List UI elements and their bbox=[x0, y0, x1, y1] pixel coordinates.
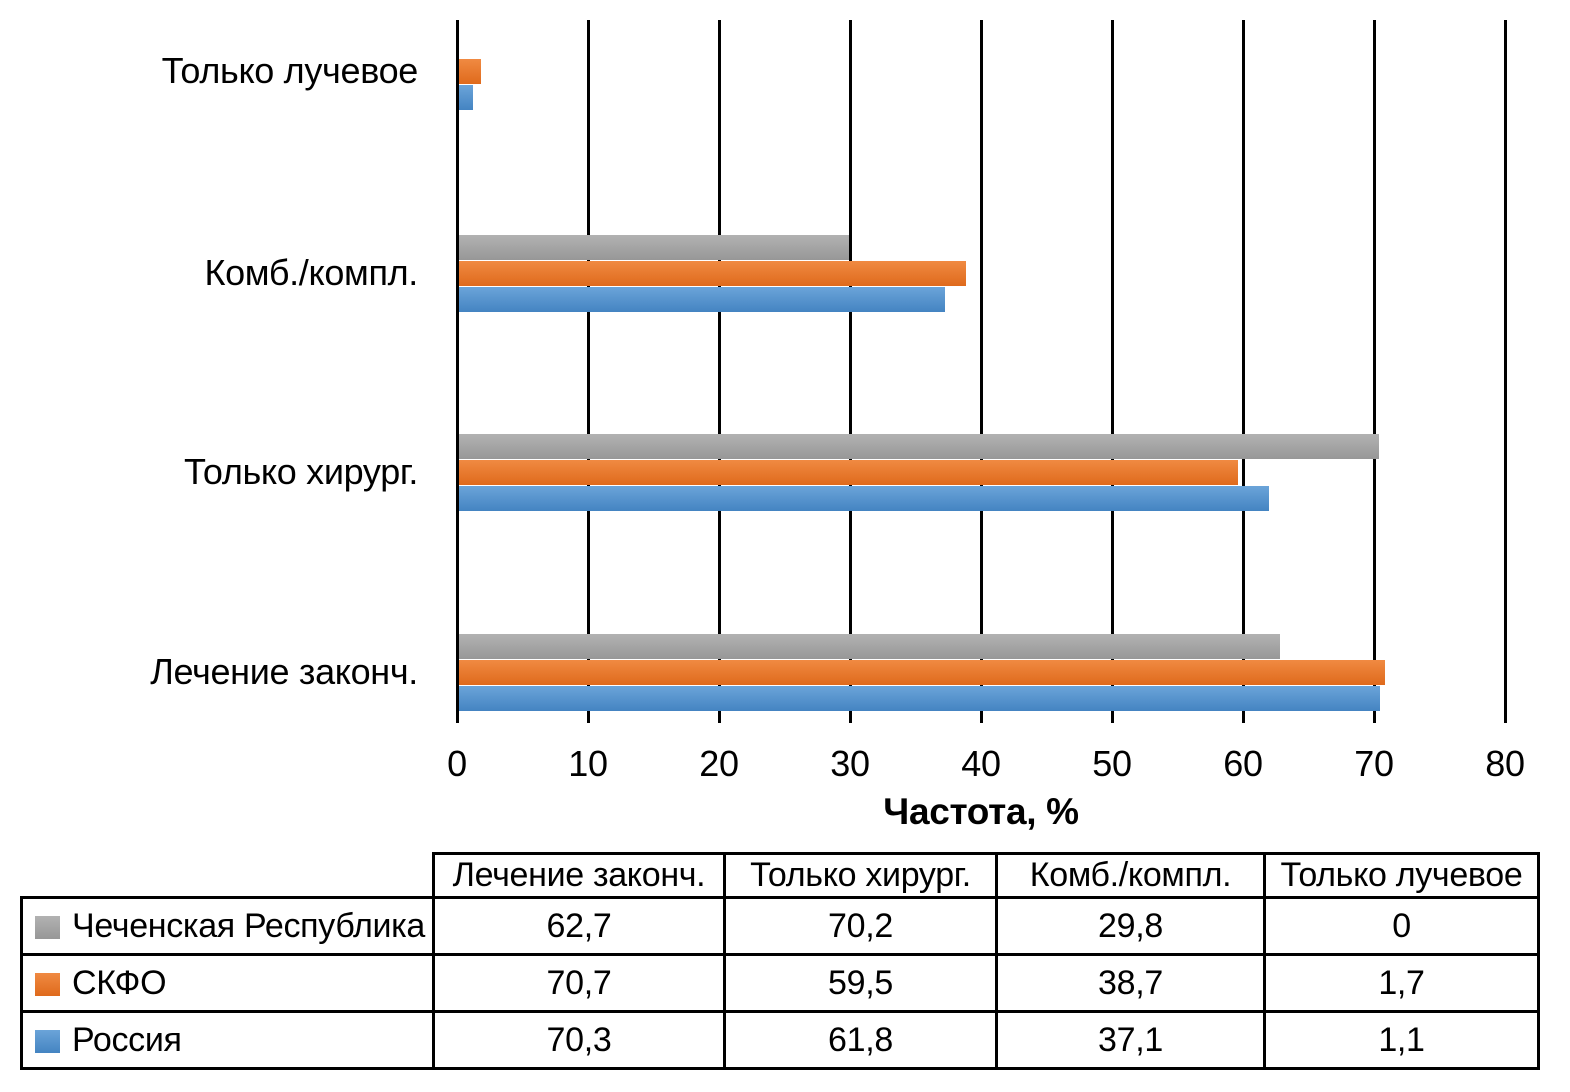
category-label: Только хирург. bbox=[184, 451, 418, 492]
legend-swatch-gray bbox=[35, 915, 60, 939]
axis-tick-mark bbox=[980, 711, 983, 723]
table-cell: 70,2 bbox=[723, 896, 998, 956]
gridline bbox=[456, 20, 459, 711]
axis-tick-mark bbox=[849, 711, 852, 723]
table-col-header: Только лучевое bbox=[1263, 852, 1540, 899]
table-cell: 29,8 bbox=[995, 896, 1266, 956]
x-tick-label: 60 bbox=[1223, 743, 1263, 784]
category-label: Комб./компл. bbox=[204, 252, 418, 293]
bar-series-1-cat-1 bbox=[459, 261, 966, 286]
gridline bbox=[587, 20, 590, 711]
bar-series-1-cat-3 bbox=[459, 660, 1385, 685]
legend-swatch-blue bbox=[35, 1029, 60, 1053]
x-tick-label: 80 bbox=[1485, 743, 1525, 784]
bar-series-2-cat-2 bbox=[459, 486, 1269, 511]
gridline bbox=[1504, 20, 1507, 711]
bar-chart: Частота, % 0 10 20 30 40 50 60 70 80 Только лучев… bbox=[150, 20, 1525, 832]
data-table: Лечение законч. Только хирург. Комб./ком… bbox=[20, 852, 1540, 1070]
gridline bbox=[718, 20, 721, 711]
table-cell: 1,7 bbox=[1263, 953, 1540, 1013]
table-row: СКФО 70,7 59,5 38,7 1,7 bbox=[20, 953, 1540, 1013]
table-cell: 38,7 bbox=[995, 953, 1266, 1013]
gridline bbox=[849, 20, 852, 711]
legend-cell: Россия bbox=[20, 1010, 435, 1070]
x-tick-label: 10 bbox=[568, 743, 608, 784]
bar-series-1-cat-0 bbox=[459, 59, 481, 84]
axis-tick-mark bbox=[1111, 711, 1114, 723]
table-cell: 70,3 bbox=[432, 1010, 726, 1070]
bar-series-2-cat-0 bbox=[459, 85, 473, 110]
table-col-header: Комб./компл. bbox=[995, 852, 1266, 899]
legend-label: СКФО bbox=[72, 963, 167, 1002]
table-header-row: Лечение законч. Только хирург. Комб./ком… bbox=[22, 852, 1540, 899]
x-tick-label: 30 bbox=[830, 743, 870, 784]
x-tick-label: 0 bbox=[447, 743, 467, 784]
axis-tick-mark bbox=[1242, 711, 1245, 723]
table-row: Чеченская Республика 62,7 70,2 29,8 0 bbox=[20, 896, 1540, 956]
table-cell: 62,7 bbox=[432, 896, 726, 956]
table-col-header: Лечение законч. bbox=[432, 852, 726, 899]
gridline bbox=[1111, 20, 1114, 711]
x-tick-label: 50 bbox=[1092, 743, 1132, 784]
bar-series-0-cat-2 bbox=[459, 434, 1379, 459]
data-table-wrap: Лечение законч. Только хирург. Комб./ком… bbox=[20, 852, 1540, 1070]
table-cell: 61,8 bbox=[723, 1010, 998, 1070]
axis-tick-mark bbox=[1504, 711, 1507, 723]
category-label: Лечение законч. bbox=[150, 651, 418, 692]
legend-cell: СКФО bbox=[20, 953, 435, 1013]
legend-label: Чеченская Республика bbox=[72, 906, 426, 945]
category-label: Только лучевое bbox=[161, 50, 419, 91]
table-col-header: Только хирург. bbox=[723, 852, 998, 899]
x-tick-label: 70 bbox=[1354, 743, 1394, 784]
axis-tick-mark bbox=[456, 711, 459, 723]
x-tick-label: 40 bbox=[961, 743, 1001, 784]
axis-tick-mark bbox=[1373, 711, 1376, 723]
bar-series-2-cat-3 bbox=[459, 686, 1380, 711]
axis-tick-mark bbox=[718, 711, 721, 723]
gridline bbox=[980, 20, 983, 711]
x-axis-title: Частота, % bbox=[883, 791, 1079, 832]
table-row: Россия 70,3 61,8 37,1 1,1 bbox=[20, 1010, 1540, 1070]
table-cell: 37,1 bbox=[995, 1010, 1266, 1070]
table-cell: 0 bbox=[1263, 896, 1540, 956]
bar-series-0-cat-3 bbox=[459, 634, 1280, 659]
bar-series-0-cat-1 bbox=[459, 235, 849, 260]
legend-label: Россия bbox=[72, 1020, 182, 1059]
gridline bbox=[1242, 20, 1245, 711]
bar-series-2-cat-1 bbox=[459, 287, 945, 312]
gridline bbox=[1373, 20, 1376, 711]
bar-series-1-cat-2 bbox=[459, 460, 1238, 485]
table-cell: 59,5 bbox=[723, 953, 998, 1013]
legend-swatch-orange bbox=[35, 972, 60, 996]
axis-tick-mark bbox=[587, 711, 590, 723]
legend-cell: Чеченская Республика bbox=[20, 896, 435, 956]
table-cell: 1,1 bbox=[1263, 1010, 1540, 1070]
table-cell: 70,7 bbox=[432, 953, 726, 1013]
table-corner-cell bbox=[22, 854, 434, 898]
x-tick-label: 20 bbox=[699, 743, 739, 784]
